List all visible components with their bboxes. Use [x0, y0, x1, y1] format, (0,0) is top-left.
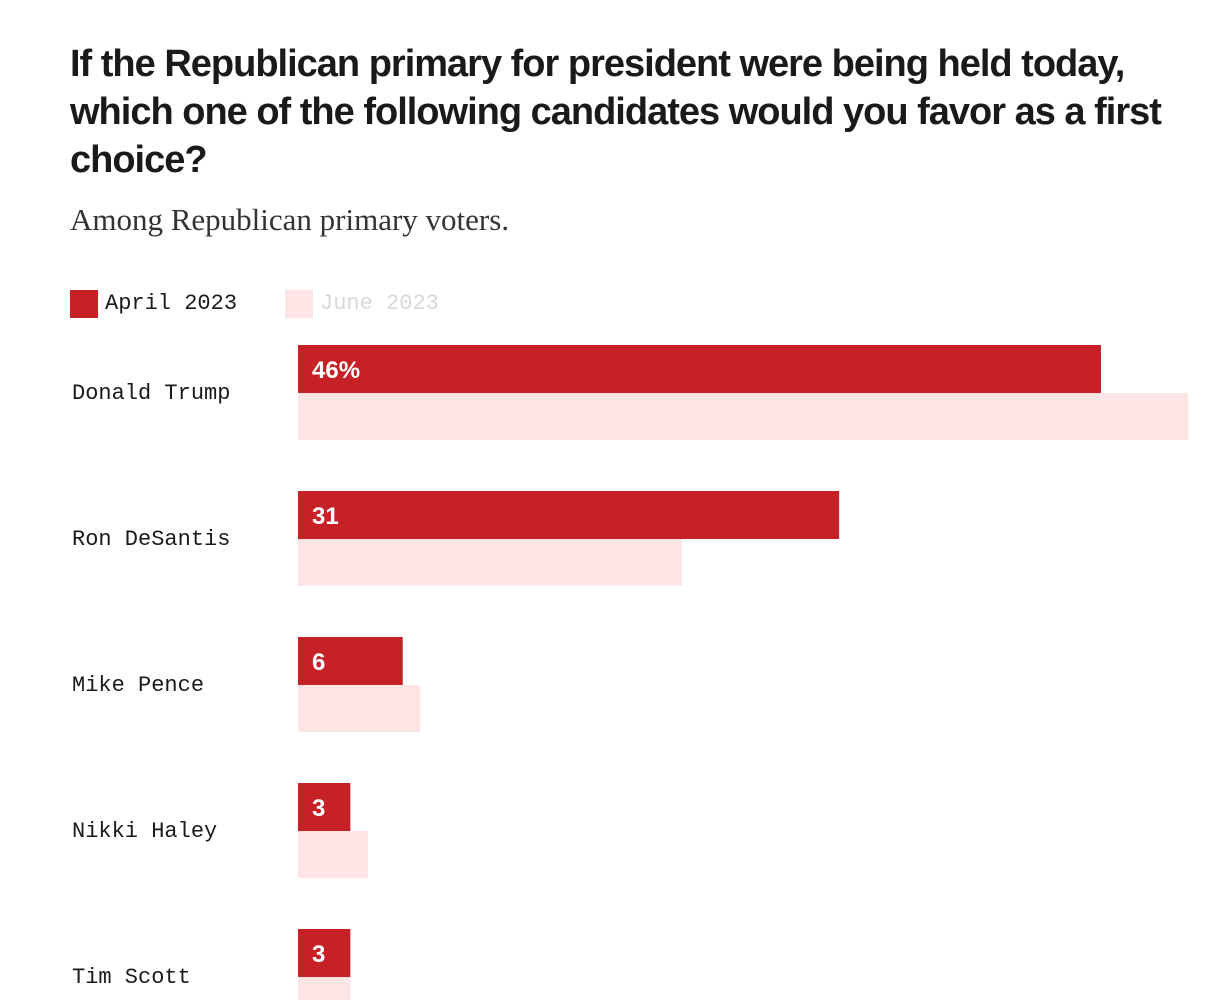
bar-april-donald-trump	[298, 345, 1101, 393]
value-label-ron-desantis: 31	[312, 503, 339, 530]
category-label-tim-scott: Tim Scott	[72, 965, 191, 990]
bar-june-ron-desantis	[298, 539, 683, 586]
category-label-ron-desantis: Ron DeSantis	[72, 527, 230, 552]
bar-group-donald-trump: 46% Donald Trump	[72, 345, 1189, 440]
legend-item-april: April 2023	[70, 290, 237, 318]
legend-swatch-june	[285, 290, 314, 318]
bar-april-tim-scott	[298, 929, 351, 977]
bar-june-donald-trump	[298, 393, 1189, 440]
category-label-nikki-haley: Nikki Haley	[72, 819, 217, 844]
bar-group-tim-scott: 3 Tim Scott	[72, 929, 351, 1000]
bar-group-nikki-haley: 3 Nikki Haley	[72, 783, 368, 878]
legend-label-april: April 2023	[105, 291, 238, 316]
bar-april-mike-pence	[298, 637, 403, 685]
category-label-mike-pence: Mike Pence	[72, 673, 204, 698]
bar-group-mike-pence: 6 Mike Pence	[72, 637, 421, 732]
legend-label-june: June 2023	[320, 291, 439, 316]
bar-april-nikki-haley	[298, 783, 351, 831]
bar-april-ron-desantis	[298, 491, 840, 539]
value-label-nikki-haley: 3	[312, 795, 325, 822]
chart-title: If the Republican primary for president …	[70, 43, 1162, 181]
legend-item-june: June 2023	[285, 290, 439, 318]
category-label-donald-trump: Donald Trump	[72, 381, 230, 406]
value-label-mike-pence: 6	[312, 649, 325, 676]
value-label-tim-scott: 3	[312, 941, 325, 968]
legend: April 2023 June 2023	[70, 290, 487, 318]
bar-june-tim-scott	[298, 977, 351, 1000]
bar-june-mike-pence	[298, 685, 421, 732]
legend-swatch-april	[70, 290, 98, 318]
bar-group-ron-desantis: 31 Ron DeSantis	[72, 491, 840, 586]
value-label-donald-trump: 46%	[312, 357, 360, 384]
chart-subtitle: Among Republican primary voters.	[70, 202, 510, 237]
bar-june-nikki-haley	[298, 831, 368, 878]
